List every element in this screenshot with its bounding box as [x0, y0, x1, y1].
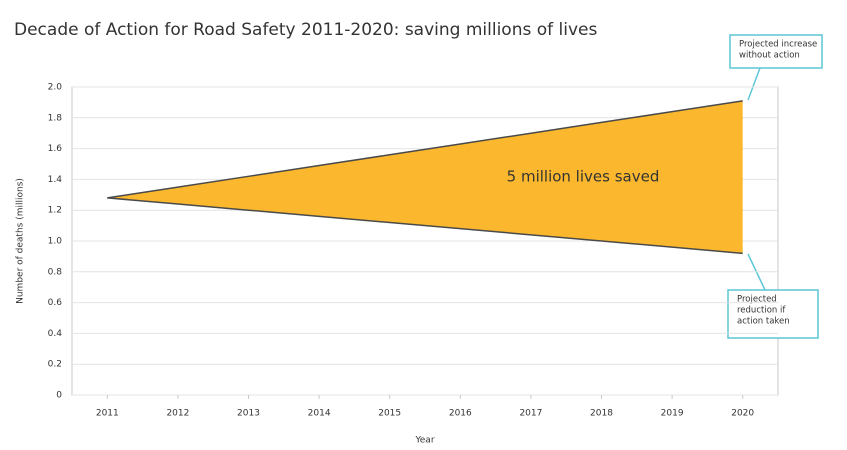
callout-pointer — [747, 67, 761, 101]
callout-text: reduction if — [737, 306, 786, 316]
x-tick-label: 2017 — [519, 409, 542, 419]
x-tick-label: 2012 — [166, 409, 189, 419]
x-tick-label: 2015 — [378, 409, 401, 419]
y-tick-label: 0.4 — [48, 329, 63, 339]
callout-text: Projected — [737, 295, 777, 305]
y-tick-label: 0 — [56, 391, 62, 401]
callout-text: without action — [739, 51, 800, 61]
fill-label: 5 million lives saved — [507, 168, 660, 186]
y-tick-label: 0.6 — [48, 298, 63, 308]
callout-box — [729, 34, 823, 69]
series-line — [107, 197, 743, 255]
x-tick-label: 2014 — [308, 409, 331, 419]
y-tick-label: 1.8 — [48, 113, 63, 123]
y-tick-label: 0.2 — [48, 360, 62, 370]
x-tick-label: 2013 — [237, 409, 260, 419]
x-tick-label: 2011 — [96, 409, 119, 419]
callout-box — [727, 289, 819, 339]
y-tick-label: 1.2 — [48, 206, 62, 216]
y-tick-label: 1.6 — [48, 144, 63, 154]
callout-text: Projected increase — [739, 40, 817, 50]
x-axis-label: Year — [414, 436, 434, 446]
chart-title: Decade of Action for Road Safety 2011-20… — [14, 20, 597, 40]
y-tick-label: 2.0 — [48, 83, 63, 93]
y-tick-label: 1.4 — [48, 175, 63, 185]
x-tick-label: 2020 — [731, 409, 754, 419]
gap-fill — [107, 100, 743, 254]
series-line — [107, 100, 743, 199]
y-axis-label: Number of deaths (millions) — [16, 178, 26, 304]
y-tick-label: 1.0 — [48, 237, 63, 247]
x-tick-label: 2016 — [449, 409, 472, 419]
x-tick-label: 2019 — [661, 409, 684, 419]
y-tick-label: 0.8 — [48, 267, 63, 277]
callout-text: action taken — [737, 317, 790, 327]
x-tick-label: 2018 — [590, 409, 613, 419]
